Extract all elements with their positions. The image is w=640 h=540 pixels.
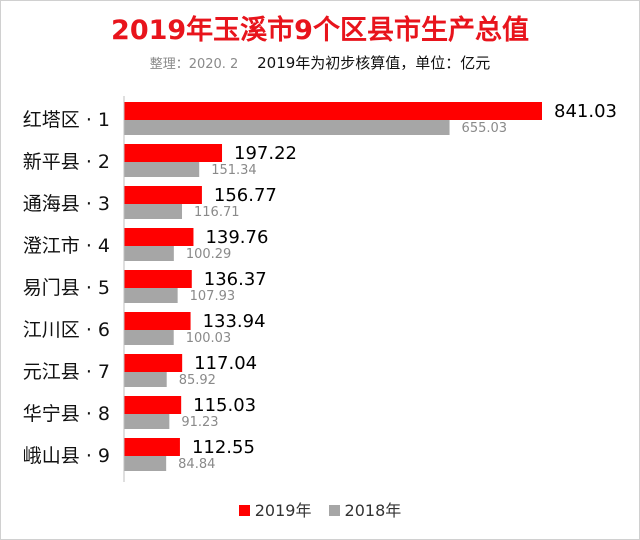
chart-subtitle: 整理：2020. 2 2019年为初步核算值，单位：亿元 [0, 52, 640, 73]
legend-item-2018: 2018年 [328, 497, 402, 521]
bar-2019-8 [124, 396, 182, 414]
data-label-2019-4: 139.76 [205, 227, 268, 248]
data-label-2019-5: 136.37 [204, 269, 267, 290]
data-label-2019-1: 841.03 [554, 101, 617, 122]
data-label-2018-7: 85.92 [179, 373, 216, 388]
category-label-2: 新平县 · 2 [23, 151, 110, 173]
subtitle-text: 2019年为初步核算值，单位：亿元 [257, 54, 491, 72]
data-label-2019-8: 115.03 [193, 395, 256, 416]
bar-2019-9 [124, 438, 180, 456]
category-label-8: 华宁县 · 8 [23, 403, 110, 425]
bar-2018-5 [124, 288, 178, 303]
bar-2019-5 [124, 270, 192, 288]
chart-legend: 2019年 2018年 [0, 497, 640, 521]
category-label-3: 通海县 · 3 [23, 193, 110, 215]
category-label-4: 澄江市 · 4 [23, 235, 110, 257]
data-label-2018-3: 116.71 [194, 205, 240, 220]
data-label-2018-1: 655.03 [462, 121, 508, 136]
bar-2018-7 [124, 372, 167, 387]
bar-2018-9 [124, 456, 167, 471]
data-label-2018-6: 100.03 [186, 331, 232, 346]
category-label-5: 易门县 · 5 [23, 277, 110, 299]
data-label-2019-2: 197.22 [234, 143, 297, 164]
legend-label-2019: 2019年 [254, 501, 312, 520]
data-label-2018-9: 84.84 [178, 457, 215, 472]
bar-2018-1 [124, 120, 450, 135]
category-label-1: 红塔区 · 1 [23, 109, 110, 131]
chart-title: 2019年玉溪市9个区县市生产总值 [111, 15, 529, 46]
bar-2018-3 [124, 204, 183, 219]
bar-2018-8 [124, 414, 170, 429]
data-label-2018-8: 91.23 [181, 415, 218, 430]
bar-2018-2 [124, 162, 200, 177]
data-label-2019-6: 133.94 [203, 311, 266, 332]
data-label-2019-7: 117.04 [194, 353, 257, 374]
category-label-6: 江川区 · 6 [23, 319, 110, 341]
data-label-2018-5: 107.93 [190, 289, 236, 304]
bar-2019-7 [124, 354, 183, 372]
data-label-2018-2: 151.34 [211, 163, 257, 178]
legend-swatch-2018 [328, 505, 340, 516]
bar-2018-6 [124, 330, 174, 345]
bar-2019-1 [124, 102, 542, 120]
bar-2019-2 [124, 144, 223, 162]
data-label-2018-4: 100.29 [186, 247, 232, 262]
legend-swatch-2019 [238, 505, 250, 516]
bar-2018-4 [124, 246, 174, 261]
data-label-2019-9: 112.55 [192, 437, 255, 458]
legend-item-2019: 2019年 [238, 497, 312, 521]
subtitle-note: 整理：2020. 2 [149, 57, 239, 72]
bar-2019-4 [124, 228, 194, 246]
bar-2019-3 [124, 186, 202, 204]
data-label-2019-3: 156.77 [214, 185, 277, 206]
bar-2019-6 [124, 312, 191, 330]
legend-label-2018: 2018年 [344, 501, 402, 520]
category-label-9: 峨山县 · 9 [23, 445, 110, 467]
category-label-7: 元江县 · 7 [23, 361, 110, 383]
